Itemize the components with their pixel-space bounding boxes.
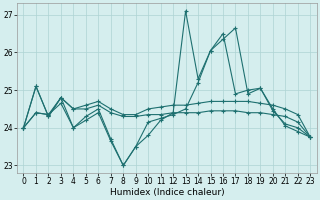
X-axis label: Humidex (Indice chaleur): Humidex (Indice chaleur) <box>109 188 224 197</box>
